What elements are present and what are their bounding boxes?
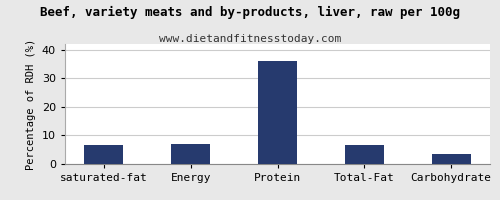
Bar — [258, 61, 297, 164]
Bar — [432, 154, 470, 164]
Bar — [84, 145, 124, 164]
Y-axis label: Percentage of RDH (%): Percentage of RDH (%) — [26, 38, 36, 170]
Bar — [345, 145, 384, 164]
Text: Beef, variety meats and by-products, liver, raw per 100g: Beef, variety meats and by-products, liv… — [40, 6, 460, 19]
Bar — [171, 144, 210, 164]
Text: www.dietandfitnesstoday.com: www.dietandfitnesstoday.com — [159, 34, 341, 44]
